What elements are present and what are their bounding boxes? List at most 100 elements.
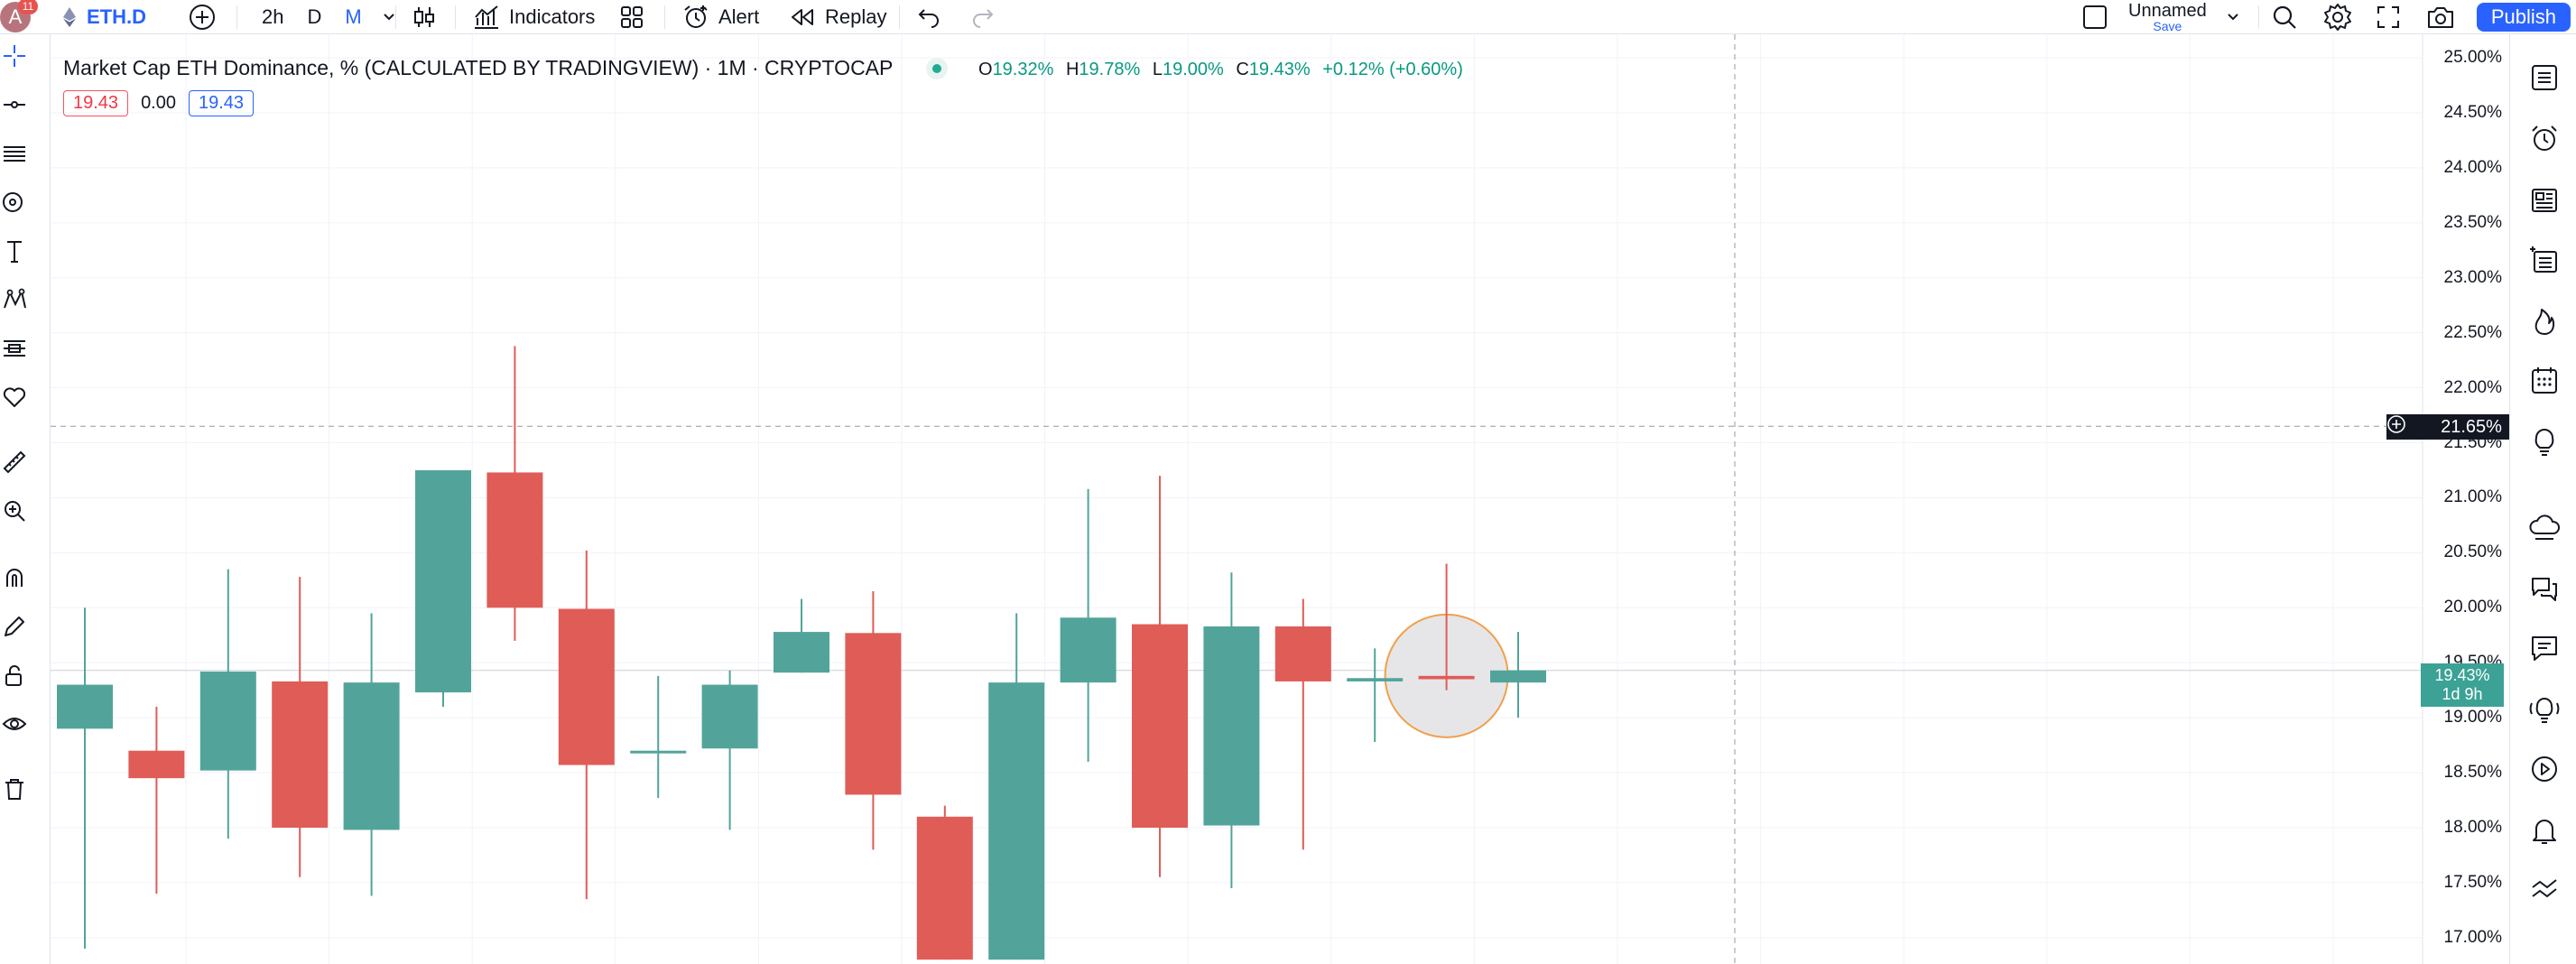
price-tick-label: 22.50% bbox=[2443, 322, 2502, 342]
snapshot-button[interactable] bbox=[2426, 0, 2455, 34]
candle-body-down bbox=[1418, 675, 1475, 680]
text-tool[interactable] bbox=[0, 236, 29, 265]
forecast-tool[interactable] bbox=[0, 334, 29, 363]
hotlists-button[interactable] bbox=[2526, 303, 2562, 339]
legend-close: 19.43% bbox=[1248, 60, 1311, 79]
replay-button[interactable]: Replay bbox=[789, 0, 886, 34]
comment-lines-icon bbox=[2532, 636, 2557, 661]
candle-body-down bbox=[128, 750, 185, 779]
price-tick-label: 24.00% bbox=[2443, 157, 2502, 177]
trade-buttons: 19.43 0.00 19.43 bbox=[63, 90, 255, 116]
candle-body-up bbox=[1060, 617, 1117, 683]
crosshair-icon bbox=[4, 45, 25, 67]
watchlist-icon bbox=[2532, 65, 2557, 90]
add-list-button[interactable] bbox=[2526, 242, 2562, 278]
fib-tool[interactable] bbox=[0, 139, 29, 168]
flame-icon bbox=[2534, 309, 2555, 335]
spread-value: 0.00 bbox=[141, 93, 176, 113]
buy-button[interactable]: 19.43 bbox=[189, 90, 255, 116]
interval-m[interactable]: M bbox=[345, 5, 362, 28]
redo-button[interactable] bbox=[969, 0, 995, 34]
publish-button[interactable]: Publish bbox=[2476, 3, 2571, 32]
interval-d[interactable]: D bbox=[307, 5, 322, 28]
compare-button[interactable] bbox=[188, 0, 217, 34]
magnet-icon bbox=[6, 569, 23, 587]
calendar-button[interactable] bbox=[2526, 363, 2562, 399]
indicators-label: Indicators bbox=[509, 5, 596, 28]
zoom-tool[interactable] bbox=[0, 496, 29, 525]
text-icon bbox=[7, 241, 22, 263]
user-avatar[interactable]: A 11 bbox=[0, 0, 38, 32]
favorites-tool[interactable] bbox=[0, 383, 29, 412]
gear-icon bbox=[2324, 3, 2351, 31]
price-tick-label: 18.50% bbox=[2443, 763, 2502, 783]
divider bbox=[236, 5, 237, 29]
interval-2h[interactable]: 2h bbox=[262, 5, 284, 28]
divider bbox=[899, 5, 900, 29]
legend-title[interactable]: Market Cap ETH Dominance, % (CALCULATED … bbox=[63, 56, 894, 79]
alerts-button[interactable] bbox=[2526, 121, 2562, 157]
pattern-tool[interactable] bbox=[0, 188, 29, 217]
magnet-tool[interactable] bbox=[0, 563, 29, 592]
notifications-button[interactable] bbox=[2526, 812, 2562, 848]
fullscreen-button[interactable] bbox=[2376, 0, 2401, 34]
symbol-search-button[interactable]: ETH.D bbox=[63, 0, 146, 34]
undo-icon bbox=[918, 8, 939, 28]
search-button[interactable] bbox=[2271, 0, 2298, 34]
crosshair-tool[interactable] bbox=[0, 42, 29, 70]
alert-label: Alert bbox=[718, 5, 760, 28]
zigzag-pattern-icon bbox=[4, 288, 26, 309]
draw-mode-tool[interactable] bbox=[0, 612, 29, 641]
ruler-tool[interactable] bbox=[0, 448, 29, 477]
drawing-toolbar bbox=[0, 34, 51, 964]
chart-type-button[interactable] bbox=[412, 0, 437, 34]
ideas-button[interactable] bbox=[2526, 424, 2562, 460]
legend-change: +0.12% (+0.60%) bbox=[1322, 60, 1463, 79]
last-price-label: 19.43% 1d 9h bbox=[2421, 663, 2504, 707]
lock-tool[interactable] bbox=[0, 661, 29, 690]
zoom-in-icon bbox=[5, 501, 25, 522]
market-status-icon[interactable] bbox=[926, 58, 948, 79]
plus-circle-icon bbox=[190, 4, 215, 30]
messages-button[interactable] bbox=[2526, 570, 2562, 607]
candle-body-up bbox=[701, 684, 758, 749]
news-button[interactable] bbox=[2526, 182, 2562, 218]
templates-grid-icon bbox=[621, 5, 643, 28]
undo-button[interactable] bbox=[917, 0, 942, 34]
tips-button[interactable] bbox=[2526, 691, 2562, 728]
visibility-tool[interactable] bbox=[0, 709, 29, 738]
chats-button[interactable] bbox=[2526, 509, 2562, 545]
divider bbox=[664, 5, 665, 29]
streams-button[interactable] bbox=[2526, 751, 2562, 787]
sell-button[interactable]: 19.43 bbox=[63, 90, 129, 116]
candle-body-up bbox=[1490, 670, 1546, 683]
candle-body-up bbox=[988, 682, 1045, 960]
price-tick-label: 20.50% bbox=[2443, 542, 2502, 562]
chart-pane[interactable]: Market Cap ETH Dominance, % (CALCULATED … bbox=[51, 34, 2509, 964]
indicators-button[interactable]: Indicators bbox=[473, 0, 595, 34]
layout-menu-button[interactable] bbox=[2226, 0, 2240, 34]
legend-high: 19.78% bbox=[1079, 60, 1141, 79]
collapse-button[interactable] bbox=[2526, 872, 2562, 908]
top-toolbar: A 11 ETH.D 2h D M Indicators Alert Repla… bbox=[0, 0, 2576, 34]
candlestick-chart[interactable] bbox=[51, 34, 2509, 964]
avatar-letter: A bbox=[8, 5, 23, 28]
legend-l-key: L bbox=[1152, 60, 1163, 79]
notes-button[interactable] bbox=[2526, 630, 2562, 666]
alert-button[interactable]: Alert bbox=[682, 0, 759, 34]
watchlist-button[interactable] bbox=[2526, 60, 2562, 96]
candle-body-up bbox=[630, 750, 687, 754]
settings-button[interactable] bbox=[2323, 0, 2352, 34]
legend-ohlc: O19.32% H19.78% L19.00% C19.43% +0.12% (… bbox=[971, 60, 1463, 80]
pencil-lock-icon bbox=[5, 616, 24, 636]
pattern-xabcd-tool[interactable] bbox=[0, 285, 29, 314]
trendline-tool[interactable] bbox=[0, 90, 29, 119]
add-alert-plus-button[interactable] bbox=[2386, 414, 2415, 440]
chevron-down-icon[interactable] bbox=[382, 10, 396, 24]
price-tick-label: 23.50% bbox=[2443, 212, 2502, 232]
replay-label: Replay bbox=[825, 5, 887, 28]
layout-button[interactable] bbox=[2081, 0, 2108, 34]
templates-button[interactable] bbox=[619, 0, 644, 34]
layout-name-button[interactable]: Unnamed Save bbox=[2128, 0, 2207, 34]
remove-drawings-tool[interactable] bbox=[0, 774, 29, 803]
